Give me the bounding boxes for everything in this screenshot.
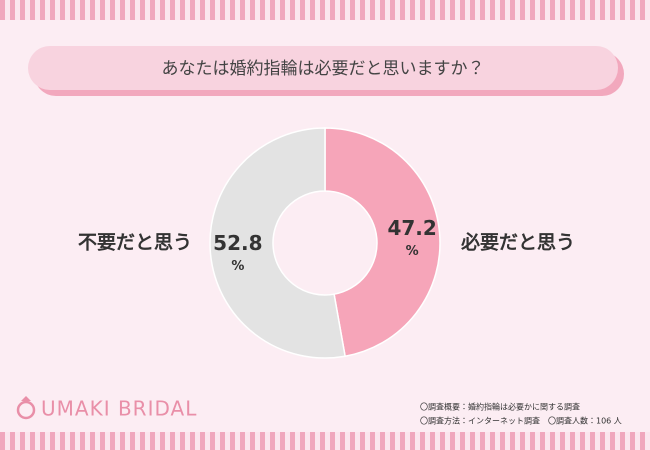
note: 〇調査方法：インターネット調査 〇調査人数：106 人 [420, 416, 622, 426]
category-label: 必要だと思う [460, 231, 575, 254]
value-label: 47.2 [387, 216, 436, 240]
donut-segment [324, 127, 441, 358]
bottom-border [0, 432, 650, 450]
note: 〇調査概要：婚約指輪は必要かに関する調査 [420, 402, 580, 412]
logo [16, 396, 36, 420]
top-border [0, 0, 650, 20]
chart-title: あなたは婚約指輪は必要だと思いますか？ [162, 59, 485, 79]
value-unit: % [406, 244, 419, 259]
brand: UMAKI BRIDAL [41, 397, 197, 421]
title-pill [28, 46, 618, 90]
category-label: 不要だと思う [78, 232, 192, 254]
donut-segment [209, 127, 346, 359]
value-label: 52.8 [213, 231, 262, 255]
value-unit: % [231, 259, 244, 274]
